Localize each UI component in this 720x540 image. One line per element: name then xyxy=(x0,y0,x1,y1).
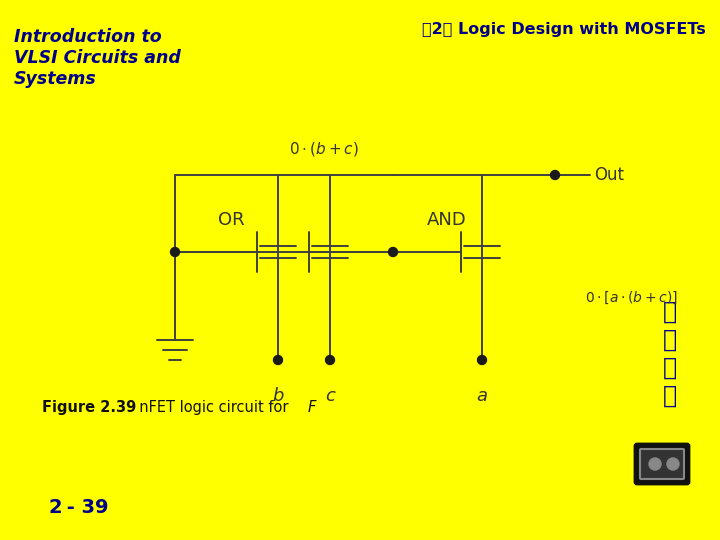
Circle shape xyxy=(274,355,282,364)
Text: Figure 2.39: Figure 2.39 xyxy=(42,400,136,415)
Text: AND: AND xyxy=(427,211,467,229)
Text: nFET logic circuit for: nFET logic circuit for xyxy=(130,400,293,415)
Circle shape xyxy=(477,355,487,364)
Text: 印: 印 xyxy=(663,300,677,324)
Text: 圖: 圖 xyxy=(663,356,677,380)
Circle shape xyxy=(325,355,335,364)
Circle shape xyxy=(649,458,661,470)
Text: OR: OR xyxy=(217,211,244,229)
Text: c: c xyxy=(325,387,335,405)
Text: 2: 2 xyxy=(48,498,62,517)
Text: 機: 機 xyxy=(663,328,677,352)
Text: b: b xyxy=(272,387,284,405)
FancyBboxPatch shape xyxy=(635,444,689,484)
Circle shape xyxy=(171,247,179,256)
Circle shape xyxy=(551,171,559,179)
Text: a: a xyxy=(477,387,487,405)
Text: $0 \cdot [a \cdot (b + c)]$: $0 \cdot [a \cdot (b + c)]$ xyxy=(585,290,678,306)
Text: 第2章 Logic Design with MOSFETs: 第2章 Logic Design with MOSFETs xyxy=(422,22,706,37)
Text: F: F xyxy=(308,400,316,415)
FancyBboxPatch shape xyxy=(640,449,684,479)
Text: 章: 章 xyxy=(663,384,677,408)
Text: Out: Out xyxy=(594,166,624,184)
Text: Introduction to
VLSI Circuits and
Systems: Introduction to VLSI Circuits and System… xyxy=(14,28,181,87)
Circle shape xyxy=(667,458,679,470)
Circle shape xyxy=(389,247,397,256)
Text: - 39: - 39 xyxy=(60,498,109,517)
Text: $0 \cdot (b + c)$: $0 \cdot (b + c)$ xyxy=(289,140,359,158)
